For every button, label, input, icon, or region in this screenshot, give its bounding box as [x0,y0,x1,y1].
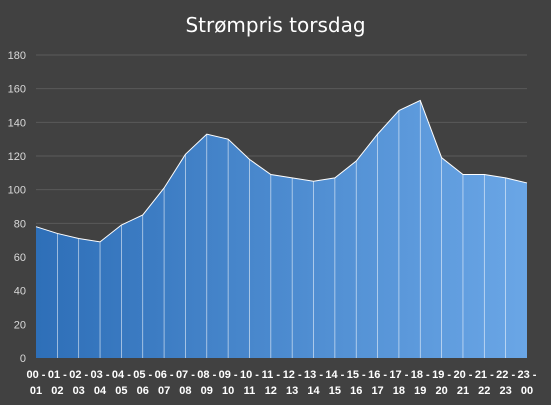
x-tick-label: 20 - [453,369,472,381]
x-tick-label: 15 [329,385,341,397]
x-tick-label: 09 - [219,369,238,381]
x-tick-label: 08 - [197,369,216,381]
area-outline [35,99,528,243]
x-tick-label: 21 [457,385,469,397]
x-tick-label: 04 [94,385,107,397]
x-tick-label: 13 - [304,369,323,381]
x-tick-label: 14 [307,385,320,397]
x-tick-label: 01 - [48,369,67,381]
x-tick-label: 05 [115,385,127,397]
x-tick-label: 17 [371,385,383,397]
x-tick-label: 12 - [283,369,302,381]
y-tick-label: 80 [14,218,26,230]
y-tick-label: 20 [14,319,26,331]
x-tick-label: 11 - [262,369,281,381]
x-tick-label: 06 [137,385,149,397]
y-tick-label: 0 [20,353,26,365]
x-tick-label: 18 [393,385,405,397]
x-tick-label: 11 [244,385,256,397]
x-tick-label: 04 - [112,369,131,381]
x-tick-label: 02 [51,385,63,397]
area-fill [36,100,527,358]
x-tick-label: 02 - [69,369,88,381]
x-tick-label: 01 [30,385,42,397]
x-tick-label: 13 [286,385,298,397]
x-tick-label: 03 - [91,369,110,381]
x-tick-label: 10 [222,385,234,397]
x-tick-label: 21 - [475,369,494,381]
y-tick-label: 40 [14,286,26,298]
x-tick-label: 06 - [155,369,174,381]
x-tick-label: 22 [478,385,490,397]
y-tick-label: 100 [8,185,26,197]
x-tick-label: 10 - [240,369,259,381]
x-tick-label: 18 - [411,369,430,381]
x-tick-label: 12 [265,385,277,397]
x-tick-label: 07 [158,385,170,397]
x-tick-label: 00 [521,385,533,397]
x-tick-label: 17 - [389,369,408,381]
x-tick-label: 20 [435,385,447,397]
y-tick-label: 160 [8,84,26,96]
x-tick-label: 14 - [325,369,344,381]
y-tick-label: 140 [8,117,26,129]
x-tick-label: 23 [500,385,512,397]
x-tick-label: 09 [201,385,213,397]
y-tick-label: 120 [8,151,26,163]
chart-title: Strømpris torsdag [185,13,365,37]
x-tick-label: 16 - [368,369,387,381]
x-tick-label: 19 [414,385,426,397]
x-tick-label: 15 - [347,369,366,381]
x-tick-label: 05 - [133,369,152,381]
x-axis: 00 - 01 01 - 02 02 - 03 03 - 04 04 - 05 05 - 06 06 -… [27,369,537,397]
y-axis: 0 20 40 60 80 100 120 140 160 180 [8,50,26,365]
x-tick-label: 23 - [518,369,537,381]
x-tick-label: 19 - [432,369,451,381]
x-tick-label: 08 [179,385,191,397]
area-series [35,99,528,358]
x-tick-label: 03 [73,385,85,397]
x-tick-label: 16 [350,385,362,397]
x-tick-label: 22 - [496,369,515,381]
y-tick-label: 60 [14,252,26,264]
x-tick-label: 00 - [27,369,46,381]
x-tick-label: 07 - [176,369,195,381]
y-tick-label: 180 [8,50,26,62]
